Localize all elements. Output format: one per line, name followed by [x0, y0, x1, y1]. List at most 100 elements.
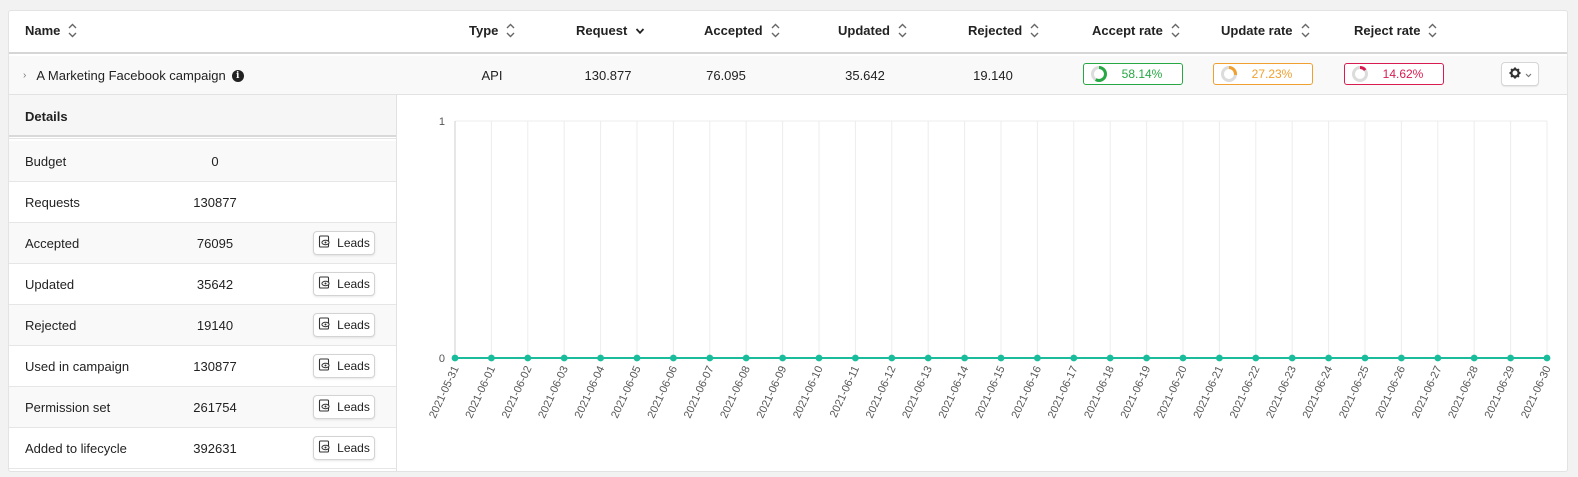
leads-button[interactable]: Leads: [313, 354, 375, 378]
details-row-value: 392631: [193, 441, 237, 456]
x-tick-label: 2021-06-07: [682, 364, 717, 420]
column-header-type[interactable]: Type: [469, 23, 515, 38]
data-point[interactable]: [1507, 354, 1514, 362]
leads-button[interactable]: Leads: [313, 313, 375, 337]
x-tick-label: 2021-06-10: [791, 364, 826, 420]
data-point[interactable]: [1179, 354, 1187, 362]
y-tick-label: 0: [439, 353, 445, 365]
column-header-request[interactable]: Request: [576, 23, 645, 38]
x-tick-label: 2021-06-20: [1155, 364, 1190, 420]
details-title: Details: [25, 109, 68, 124]
data-point[interactable]: [706, 354, 714, 362]
data-point[interactable]: [1470, 354, 1478, 362]
column-header-reject-rate[interactable]: Reject rate: [1354, 23, 1437, 38]
details-row: Requests 130877: [9, 182, 396, 223]
data-point[interactable]: [560, 354, 568, 362]
data-point[interactable]: [997, 354, 1005, 362]
row-settings-button[interactable]: [1501, 62, 1539, 86]
x-tick-label: 2021-06-08: [718, 364, 753, 420]
x-tick-label: 2021-06-09: [755, 364, 790, 420]
data-point[interactable]: [597, 354, 604, 362]
details-panel: Details Budget 0 Requests 130877 Accepted 760…: [9, 95, 397, 471]
leads-button[interactable]: Leads: [313, 395, 375, 419]
accept-rate-badge: 58.14%: [1083, 63, 1183, 85]
data-point[interactable]: [1434, 354, 1442, 362]
column-header-accept-rate[interactable]: Accept rate: [1092, 23, 1180, 38]
data-point[interactable]: [524, 354, 532, 362]
leads-button[interactable]: Leads: [313, 272, 375, 296]
campaign-updated: 35.642: [845, 68, 885, 83]
sort-toggle-icon: [506, 23, 515, 38]
sort-toggle-icon: [1030, 23, 1039, 38]
sort-toggle-icon: [1301, 23, 1310, 38]
reject-rate-badge: 14.62%: [1344, 63, 1444, 85]
details-row-value: 261754: [193, 400, 237, 415]
leads-button[interactable]: Leads: [313, 436, 375, 460]
campaign-name-cell: › A Marketing Facebook campaign i: [23, 68, 244, 83]
eye-document-icon: [318, 399, 331, 415]
details-row-label: Added to lifecycle: [25, 441, 127, 456]
x-tick-label: 2021-06-06: [645, 364, 680, 420]
x-tick-label: 2021-06-14: [937, 364, 972, 420]
column-header-update-rate[interactable]: Update rate: [1221, 23, 1310, 38]
data-point[interactable]: [451, 354, 459, 362]
update-rate-badge: 27.23%: [1213, 63, 1313, 85]
data-point[interactable]: [924, 354, 932, 362]
details-row: Budget 0: [9, 141, 396, 182]
data-point[interactable]: [1252, 354, 1260, 362]
data-point[interactable]: [779, 354, 786, 362]
data-point[interactable]: [1106, 354, 1114, 362]
campaign-row[interactable]: › A Marketing Facebook campaign i API 13…: [9, 56, 1567, 95]
data-point[interactable]: [1216, 354, 1223, 362]
data-point[interactable]: [1398, 354, 1405, 362]
campaign-rejected: 19.140: [973, 68, 1013, 83]
details-row-label: Accepted: [25, 236, 80, 251]
details-row-label: Budget: [25, 154, 67, 169]
x-tick-label: 2021-06-25: [1337, 364, 1372, 420]
details-row-value: 76095: [196, 236, 234, 251]
leads-button-label: Leads: [337, 441, 370, 455]
x-tick-label: 2021-06-23: [1264, 364, 1299, 420]
data-point[interactable]: [1034, 354, 1041, 362]
accept-rate-value: 58.14%: [1121, 67, 1163, 81]
campaign-accepted: 76.095: [706, 68, 746, 83]
leads-button-label: Leads: [337, 359, 370, 373]
eye-document-icon: [318, 276, 331, 292]
data-point[interactable]: [1543, 354, 1551, 362]
expand-chevron-icon[interactable]: ›: [23, 70, 27, 81]
x-tick-label: 2021-06-21: [1191, 364, 1226, 420]
details-row-value: 130877: [193, 359, 237, 374]
sort-toggle-icon: [1428, 23, 1437, 38]
update-rate-value: 27.23%: [1251, 67, 1293, 81]
column-header-updated[interactable]: Updated: [838, 23, 907, 38]
data-point[interactable]: [1070, 354, 1078, 362]
data-point[interactable]: [1288, 354, 1296, 362]
accept-rate-donut-icon: [1091, 66, 1107, 82]
x-tick-label: 2021-05-31: [427, 364, 462, 420]
data-point[interactable]: [852, 354, 859, 362]
eye-document-icon: [318, 235, 331, 251]
sort-toggle-icon: [771, 23, 780, 38]
x-tick-label: 2021-06-01: [463, 364, 498, 420]
leads-button[interactable]: Leads: [313, 231, 375, 255]
chevron-down-icon: [1525, 67, 1532, 81]
data-point[interactable]: [633, 354, 641, 362]
data-point[interactable]: [961, 354, 968, 362]
x-tick-label: 2021-06-24: [1301, 364, 1336, 420]
data-point[interactable]: [888, 354, 896, 362]
column-header-accepted[interactable]: Accepted: [704, 23, 780, 38]
column-header-rejected[interactable]: Rejected: [968, 23, 1039, 38]
data-point[interactable]: [1325, 354, 1332, 362]
details-row: Accepted 76095 Leads: [9, 223, 396, 264]
data-point[interactable]: [1143, 354, 1150, 362]
details-row: Rejected 19140 Leads: [9, 305, 396, 346]
data-point[interactable]: [815, 354, 823, 362]
data-point[interactable]: [670, 354, 677, 362]
data-point[interactable]: [488, 354, 495, 362]
update-rate-donut-icon: [1221, 66, 1237, 82]
column-header-name[interactable]: Name: [25, 23, 77, 38]
data-point[interactable]: [1361, 354, 1369, 362]
info-icon[interactable]: i: [231, 69, 244, 82]
x-tick-label: 2021-06-13: [900, 364, 935, 420]
data-point[interactable]: [742, 354, 750, 362]
